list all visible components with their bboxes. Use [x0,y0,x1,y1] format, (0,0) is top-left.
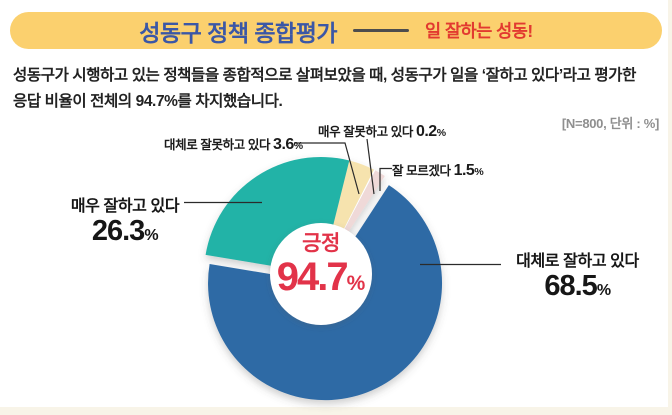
label-dont-know: 잘 모르겠다 1.5% [392,160,484,180]
donut-center-label: 긍정 94.7% [251,227,391,297]
title-dash-divider [353,29,410,32]
leader-lines [184,138,501,266]
label-somewhat-good: 대체로 잘하고 있다 68.5% [495,247,660,301]
label-dont-know-unit: % [474,166,484,178]
sample-size-note: [N=800, 단위 : %] [561,116,659,131]
summary-line-1: 성동구가 시행하고 있는 정책들을 종합적으로 살펴보았을 때, 성동구가 일을… [13,67,636,84]
label-very-bad: 매우 잘못하고 있다 0.2% [318,121,446,141]
label-somewhat-bad-text: 대체로 잘못하고 있다 [164,138,271,152]
leader-line-somewhat-bad [294,142,360,195]
label-somewhat-bad-value: 3.6 [273,136,294,153]
label-very-bad-value: 0.2 [415,123,437,140]
title-banner: 성동구 정책 종합평가 일 잘하는 성동! [10,12,662,49]
label-dont-know-value: 1.5 [453,162,475,179]
label-very-good-value: 26.3 [91,215,145,247]
leader-line-dont-know [379,167,392,191]
page-title: 성동구 정책 종합평가 [139,19,338,46]
summary-line-2: 응답 비율이 전체의 94.7%를 차지했습니다. [13,93,283,110]
center-word: 긍정 [302,232,340,255]
label-very-bad-text: 매우 잘못하고 있다 [318,125,413,139]
label-very-good-unit: % [144,227,159,244]
label-somewhat-bad: 대체로 잘못하고 있다 3.6% [164,134,303,154]
label-very-good: 매우 잘하고 있다 26.3% [40,192,210,246]
leader-line-very-bad [366,138,375,195]
label-very-good-text: 매우 잘하고 있다 [70,198,180,215]
page-edge-right [668,0,672,415]
label-dont-know-text: 잘 모르겠다 [392,164,451,178]
center-unit: % [346,272,366,295]
label-somewhat-bad-unit: % [293,140,303,152]
label-somewhat-good-text: 대체로 잘하고 있다 [516,253,639,270]
summary-text: 성동구가 시행하고 있는 정책들을 종합적으로 살펴보았을 때, 성동구가 일을… [13,63,663,115]
label-very-bad-unit: % [436,127,446,139]
label-somewhat-good-unit: % [596,282,611,299]
page-edge-bottom [0,407,672,415]
center-value: 94.7 [276,255,349,299]
label-somewhat-good-value: 68.5 [544,270,597,302]
donut-hole [270,223,372,325]
page-tagline: 일 잘하는 성동! [425,21,533,41]
